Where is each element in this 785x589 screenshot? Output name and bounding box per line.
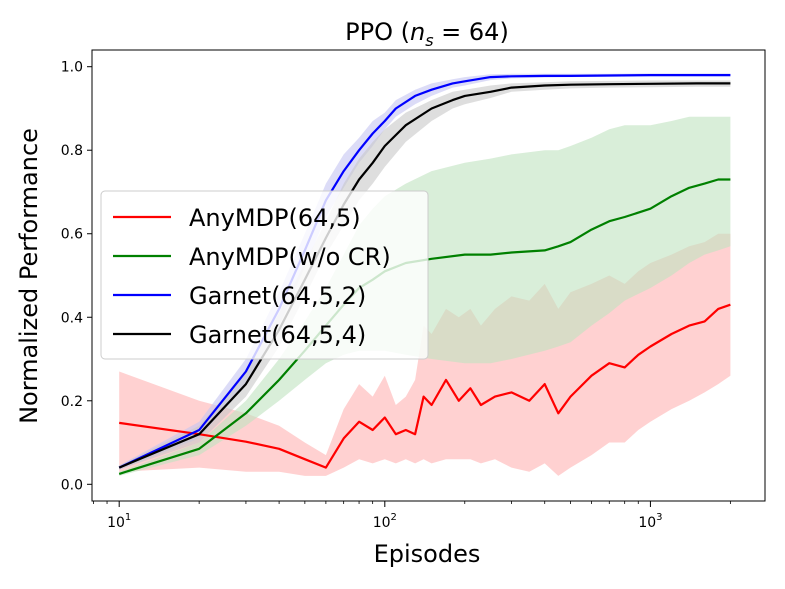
legend: AnyMDP(64,5) AnyMDP(w/o CR) Garnet(64,5,2)…	[100, 190, 429, 360]
x-axis: 101 102 103	[93, 501, 731, 531]
y-axis: 0.0 0.2 0.4 0.6 0.8 1.0	[61, 60, 92, 493]
legend-box	[100, 190, 429, 360]
y-tick-label: 0.8	[61, 143, 83, 159]
legend-label: Garnet(64,5,4)	[189, 321, 366, 349]
y-tick-label: 0.4	[61, 310, 83, 326]
y-tick-label: 0.2	[61, 394, 83, 410]
plot-frame	[91, 49, 766, 502]
y-tick-label: 0.6	[61, 227, 83, 243]
y-axis-label: Normalized Performance	[15, 128, 43, 424]
chart-title: PPO (ns = 64)	[345, 18, 509, 50]
legend-label: AnyMDP(w/o CR)	[189, 243, 391, 271]
series-line-0	[119, 303, 731, 469]
y-tick-label: 0.0	[61, 477, 83, 493]
legend-label: AnyMDP(64,5)	[189, 204, 361, 232]
x-tick-label: 102	[373, 512, 397, 531]
legend-label: Garnet(64,5,2)	[189, 282, 366, 310]
x-tick-label: 103	[638, 512, 662, 531]
x-axis-label: Episodes	[374, 540, 481, 568]
y-tick-label: 1.0	[61, 60, 83, 76]
x-tick-label: 101	[107, 512, 131, 531]
